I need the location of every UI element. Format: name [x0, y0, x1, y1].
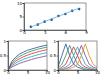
line — [8, 50, 47, 70]
tick-label: 0 — [3, 68, 6, 73]
tick-label: 3 — [44, 30, 47, 35]
tick-label: 0.5 — [0, 53, 6, 58]
tick: 5 — [77, 70, 80, 75]
line — [58, 44, 97, 70]
line — [58, 45, 97, 70]
point — [78, 8, 81, 11]
tick-mark — [57, 41, 59, 42]
plot-area — [30, 8, 81, 28]
tick-mark — [23, 17, 25, 18]
tick: 10 — [95, 70, 100, 75]
figure: 03690510051000.51051000.51 — [0, 0, 100, 77]
chart: 051000.51 — [50, 39, 100, 76]
y-axis: 00.51 — [0, 39, 9, 73]
tick: 0.5 — [0, 53, 8, 58]
plot-frame — [24, 3, 86, 30]
tick-label: 10 — [95, 70, 100, 75]
tick: 0 — [19, 28, 24, 33]
chart: 0 3 6 9 0 5 10 — [17, 1, 88, 36]
plot-frame — [58, 41, 97, 70]
line — [58, 45, 97, 70]
tick-label: 1 — [53, 39, 56, 44]
tick: 10 — [17, 1, 24, 6]
tick-label: 10 — [17, 1, 23, 6]
tick: 0 — [57, 70, 60, 75]
x-axis: 0 3 6 9 — [23, 30, 88, 35]
line — [58, 47, 97, 70]
tick: 1 — [53, 39, 58, 44]
tick-label: 1 — [3, 39, 6, 44]
tick-label: 0 — [19, 28, 22, 33]
tick: 0 — [53, 68, 58, 73]
tick-mark — [23, 30, 25, 31]
plot-area — [58, 44, 97, 70]
line — [58, 47, 97, 70]
tick: 6 — [65, 30, 68, 35]
tick: 9 — [85, 30, 88, 35]
tick: 0 — [23, 30, 26, 35]
tick-label: 0 — [7, 70, 10, 75]
tick-label: 5 — [27, 70, 30, 75]
tick: 0 — [3, 68, 8, 73]
tick-label: 0 — [53, 68, 56, 73]
tick: 0.5 — [50, 53, 58, 58]
tick-mark — [57, 70, 59, 71]
tick: 3 — [44, 30, 47, 35]
y-axis: 00.51 — [50, 39, 59, 73]
tick-label: 9 — [85, 30, 88, 35]
tick-mark — [7, 70, 9, 71]
tick-label: 10 — [45, 70, 51, 75]
tick-mark — [57, 56, 59, 57]
tick-mark — [23, 3, 25, 4]
line — [8, 53, 47, 70]
tick: 0 — [7, 70, 10, 75]
plot-frame — [8, 41, 47, 70]
tick-label: 0 — [57, 70, 60, 75]
axis-line — [25, 31, 87, 32]
x-axis: 0 5 10 — [7, 70, 50, 75]
axis-line — [7, 42, 9, 71]
plot-area — [8, 45, 47, 70]
tick: 5 — [19, 14, 24, 19]
tick: 1 — [3, 39, 8, 44]
tick-label: 6 — [65, 30, 68, 35]
line — [8, 45, 47, 70]
tick: 10 — [45, 70, 51, 75]
tick-label: 0.5 — [50, 53, 57, 58]
line — [8, 56, 47, 70]
tick-label: 5 — [77, 70, 80, 75]
line — [8, 47, 47, 70]
tick-label: 0 — [23, 30, 26, 35]
chart: 051000.51 — [0, 39, 50, 76]
tick-mark — [7, 56, 9, 57]
tick-mark — [7, 41, 9, 42]
line — [58, 44, 97, 70]
x-axis: 0 5 10 — [57, 70, 100, 75]
tick: 5 — [27, 70, 30, 75]
line — [31, 8, 79, 27]
axis-line — [23, 4, 25, 31]
y-axis: 0 5 10 — [17, 1, 25, 33]
tick-label: 5 — [19, 14, 22, 19]
